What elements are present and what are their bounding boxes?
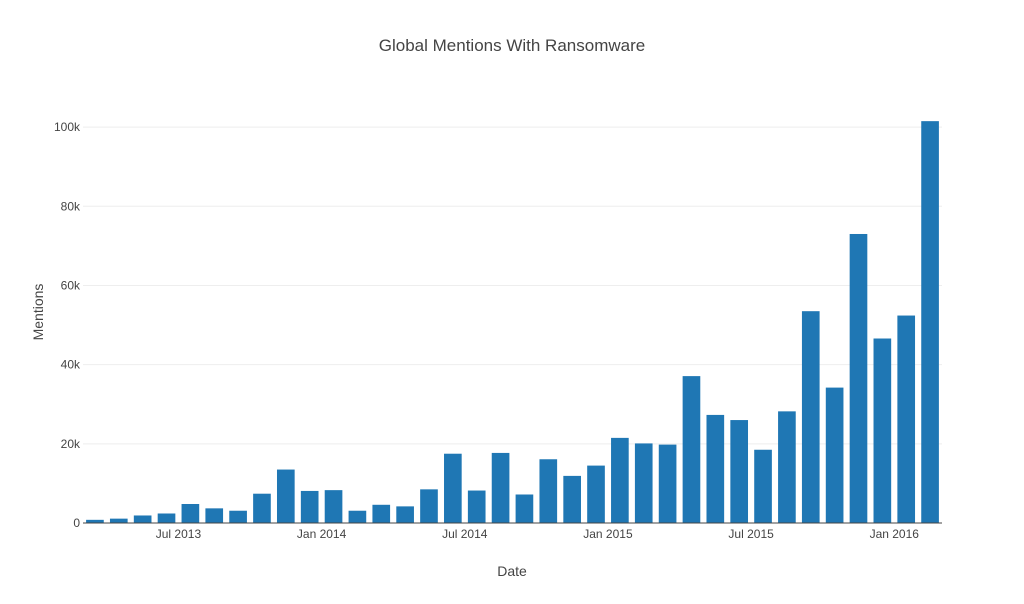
bar (491, 452, 510, 523)
bar (515, 494, 534, 523)
bar (467, 490, 486, 523)
bar (587, 465, 605, 523)
y-tick-label: 60k (61, 278, 81, 292)
bars (86, 121, 939, 524)
bar (276, 469, 295, 523)
bar (86, 519, 104, 523)
bar (157, 513, 176, 523)
bar (420, 489, 438, 523)
x-tick-label: Jan 2015 (583, 527, 633, 541)
y-tick-label: 40k (61, 358, 81, 372)
bar (658, 444, 677, 523)
chart-title: Global Mentions With Ransomware (379, 36, 645, 55)
bar (730, 420, 749, 523)
x-axis-title: Date (497, 563, 527, 579)
bar (300, 490, 319, 523)
x-tick-label: Jul 2013 (156, 527, 202, 541)
x-axis-ticks: Jul 2013 Jan 2014 Jul 2014 Jan 2015 Jul 2015… (156, 527, 920, 541)
bar (897, 315, 916, 523)
bar (253, 493, 271, 523)
bar (754, 449, 772, 523)
bar (634, 443, 653, 523)
y-tick-label: 0 (73, 516, 80, 530)
bar (324, 490, 343, 523)
bar (873, 338, 892, 523)
bar (682, 376, 701, 523)
bar (706, 414, 725, 523)
bar (825, 387, 844, 523)
bar (109, 518, 128, 523)
bar (133, 515, 152, 523)
bar (539, 459, 558, 523)
y-tick-label: 80k (61, 199, 81, 213)
bar (396, 506, 414, 523)
y-axis-ticks: 0 20k 40k 60k 80k 100k (54, 120, 81, 530)
x-tick-label: Jul 2014 (442, 527, 488, 541)
bar (348, 510, 367, 523)
bar (849, 233, 868, 524)
bar (921, 121, 939, 524)
x-tick-label: Jan 2014 (297, 527, 347, 541)
y-tick-label: 20k (61, 437, 81, 451)
bar (444, 453, 462, 523)
bar (372, 504, 391, 523)
y-axis-title: Mentions (30, 284, 46, 341)
bar (181, 503, 200, 523)
y-tick-label: 100k (54, 120, 81, 134)
x-tick-label: Jan 2016 (870, 527, 920, 541)
bar (229, 510, 247, 523)
bar (611, 437, 629, 523)
bar (801, 311, 820, 523)
bar (778, 411, 796, 523)
bar (563, 475, 581, 523)
grid-lines (83, 126, 942, 445)
bar (205, 508, 224, 523)
x-tick-label: Jul 2015 (728, 527, 774, 541)
